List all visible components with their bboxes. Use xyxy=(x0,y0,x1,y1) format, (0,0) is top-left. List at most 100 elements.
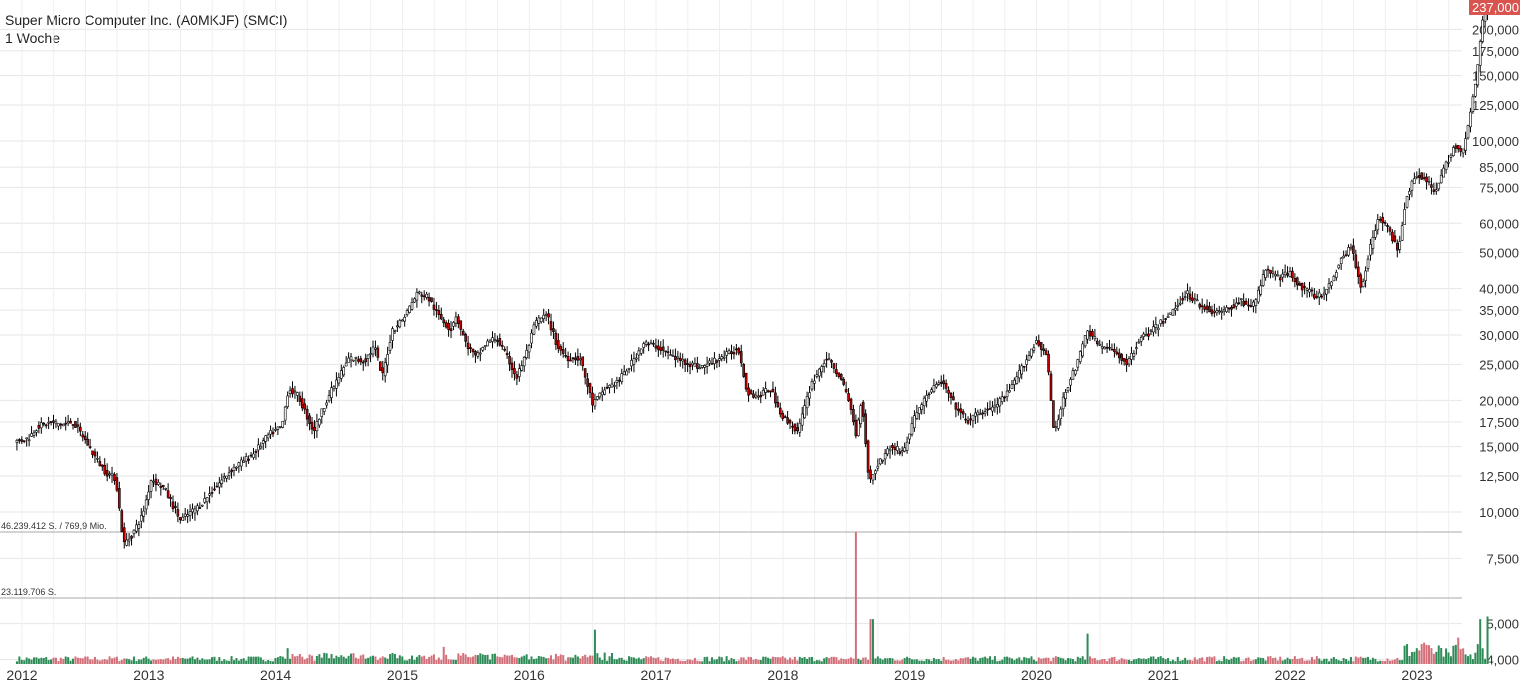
volume-bar xyxy=(718,656,721,664)
volume-bar xyxy=(767,657,770,664)
candle-body xyxy=(374,347,377,350)
candle-body xyxy=(442,319,446,324)
candle-body xyxy=(1335,272,1338,278)
volume-bar xyxy=(554,653,557,664)
candle-body xyxy=(1359,274,1363,288)
candle-body xyxy=(932,385,936,392)
candle-body xyxy=(1459,148,1463,152)
candle-body xyxy=(666,351,670,354)
volume-bar xyxy=(1103,659,1106,664)
volume-bar xyxy=(689,659,692,664)
volume-bar xyxy=(769,658,772,664)
volume-bar xyxy=(423,655,426,664)
candle-body xyxy=(1020,365,1024,375)
candle-body xyxy=(1325,289,1328,295)
candle-body xyxy=(1225,307,1228,312)
candle-body xyxy=(625,370,628,376)
volume-bar xyxy=(793,656,796,664)
candle-body xyxy=(1169,312,1172,315)
volume-bar xyxy=(37,658,40,664)
y-tick-label: 50,000 xyxy=(1479,246,1519,261)
volume-bar xyxy=(1401,660,1404,664)
candle-body xyxy=(981,412,984,415)
candle-body xyxy=(788,420,792,424)
volume-bar xyxy=(713,659,716,664)
candle-body xyxy=(339,370,343,379)
volume-bar xyxy=(1310,656,1313,664)
volume-bar xyxy=(889,658,892,664)
volume-bar xyxy=(30,659,33,664)
candle-body xyxy=(1142,333,1145,337)
candle-body xyxy=(530,332,533,344)
candle-body xyxy=(100,464,104,467)
candle-body xyxy=(1264,269,1267,278)
candle-body xyxy=(1305,288,1309,291)
volume-bar xyxy=(952,660,955,664)
volume-bar xyxy=(1206,657,1209,664)
candle-body xyxy=(1308,289,1311,293)
volume-bar xyxy=(947,659,950,664)
candle-body xyxy=(737,348,741,354)
volume-bar xyxy=(569,657,572,664)
candle-body xyxy=(1432,189,1436,192)
y-tick-label: 12,500 xyxy=(1479,469,1519,484)
volume-bar xyxy=(142,657,145,664)
candle-body xyxy=(852,409,855,423)
volume-bar xyxy=(630,657,633,664)
volume-bar xyxy=(371,655,374,664)
candle-body xyxy=(1032,347,1036,351)
volume-bar xyxy=(318,654,321,664)
volume-bar xyxy=(345,658,348,664)
candle-body xyxy=(1347,247,1350,256)
candle-body xyxy=(815,374,819,377)
candle-body xyxy=(520,365,524,371)
candle-body xyxy=(174,505,177,509)
candle-body xyxy=(776,401,780,408)
volume-bar xyxy=(430,655,433,664)
volume-bar xyxy=(1079,657,1082,664)
candle-body xyxy=(642,343,646,348)
candle-body xyxy=(271,431,275,435)
candle-body xyxy=(1213,310,1216,313)
candle-body xyxy=(744,372,748,390)
candle-body xyxy=(1461,148,1465,154)
volume-bar xyxy=(732,659,735,664)
candle-body xyxy=(252,453,255,458)
candle-body xyxy=(676,356,680,359)
volume-bar xyxy=(18,656,21,664)
candle-body xyxy=(188,511,192,516)
volume-bar xyxy=(1067,658,1070,664)
candle-body xyxy=(447,323,450,330)
candle-body xyxy=(1344,254,1348,257)
candle-body xyxy=(1108,347,1111,349)
volume-bar xyxy=(328,658,331,664)
candle-body xyxy=(1400,225,1404,241)
candle-body xyxy=(839,373,843,380)
candle-body xyxy=(332,386,336,389)
candle-body xyxy=(954,402,958,410)
candle-body xyxy=(549,321,553,331)
volume-bar xyxy=(908,657,911,664)
y-tick-label: 60,000 xyxy=(1479,216,1519,231)
volume-bar xyxy=(1054,656,1057,664)
candle-body xyxy=(564,355,567,357)
candle-body xyxy=(1381,216,1384,224)
volume-bar xyxy=(1242,660,1245,664)
volume-bar xyxy=(1471,659,1474,664)
volume-bar xyxy=(252,656,255,664)
volume-bar xyxy=(1442,656,1445,664)
volume-bar xyxy=(198,660,201,664)
candle-body xyxy=(1152,326,1155,333)
candle-body xyxy=(430,297,433,303)
candle-body xyxy=(622,371,626,376)
candle-body xyxy=(49,421,53,423)
candle-body xyxy=(459,320,463,330)
candle-body xyxy=(237,462,241,467)
volume-bar xyxy=(103,659,106,664)
candle-body xyxy=(1310,289,1314,292)
candle-body xyxy=(732,352,736,355)
volume-bar xyxy=(1347,660,1350,664)
candle-body xyxy=(1203,306,1206,310)
volume-bar xyxy=(850,657,853,664)
